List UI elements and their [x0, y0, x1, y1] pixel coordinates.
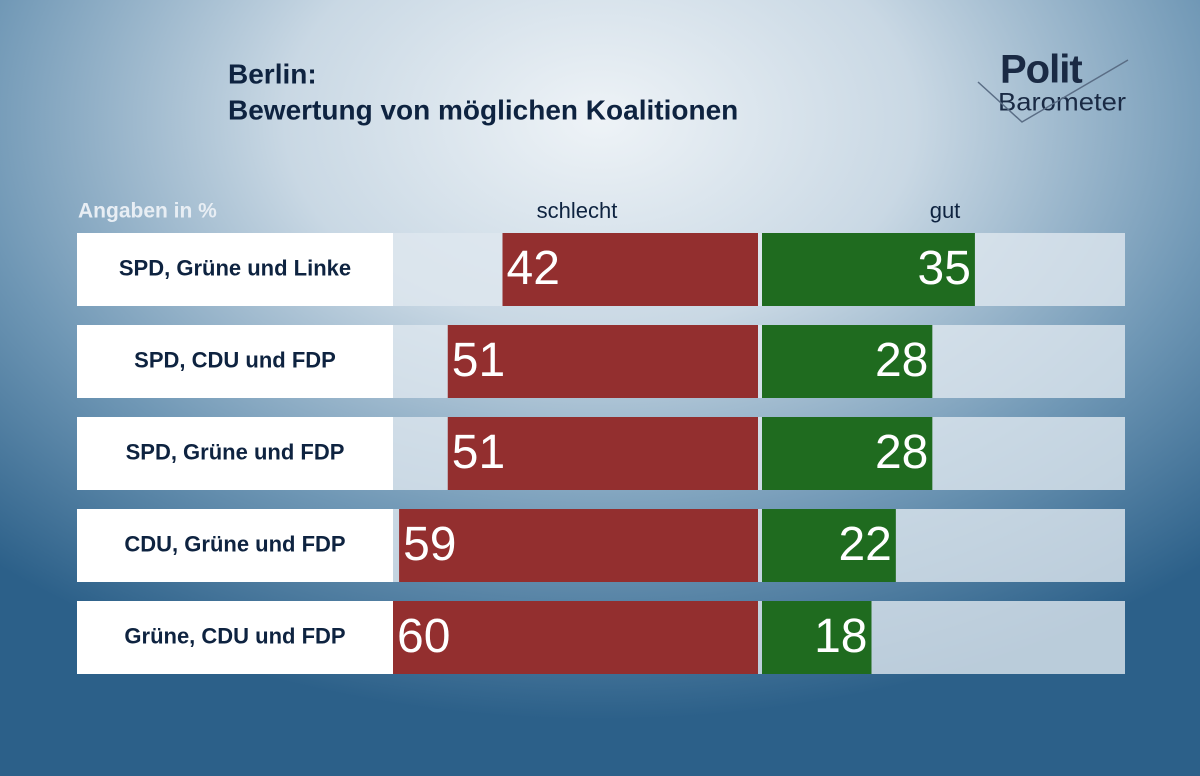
value-label: 35	[918, 242, 971, 295]
logo-check	[977, 59, 1129, 123]
value-label: 60	[397, 610, 450, 663]
bar-schlecht	[447, 325, 758, 398]
value-label: 59	[403, 518, 456, 571]
category-label: Grüne, CDU und FDP	[124, 623, 345, 648]
chart-title: Berlin:	[228, 58, 317, 89]
logo-top: Polit	[1000, 48, 1082, 92]
bar-gut	[762, 325, 933, 398]
value-label: 28	[875, 426, 928, 479]
category-label: SPD, CDU und FDP	[134, 347, 336, 372]
category-label: SPD, Grüne und Linke	[119, 255, 351, 280]
value-label: 51	[452, 426, 505, 479]
bar-schlecht	[393, 601, 758, 674]
bar-schlecht	[399, 509, 758, 582]
legend-label: gut	[930, 198, 961, 223]
label-box	[77, 233, 393, 306]
value-label: 22	[838, 518, 891, 571]
logo-bottom: Barometer	[998, 89, 1126, 117]
value-label: 18	[814, 610, 867, 663]
value-label: 28	[875, 334, 928, 387]
value-label: 42	[507, 242, 560, 295]
bar-gut	[762, 233, 975, 306]
bar-gut	[762, 601, 872, 674]
label-box	[77, 509, 393, 582]
bar-schlecht	[502, 233, 758, 306]
category-label: CDU, Grüne und FDP	[124, 531, 345, 556]
label-box	[77, 601, 393, 674]
label-box	[77, 325, 393, 398]
bar-schlecht	[447, 417, 758, 490]
chart-subtitle: Bewertung von möglichen Koalitionen	[228, 94, 738, 125]
unit-note: Angaben in %	[78, 200, 217, 223]
value-label: 51	[452, 334, 505, 387]
bar-gut	[762, 417, 933, 490]
bar-gut	[762, 509, 896, 582]
label-box	[77, 417, 393, 490]
category-label: SPD, Grüne und FDP	[126, 439, 345, 464]
legend-label: schlecht	[537, 198, 618, 223]
